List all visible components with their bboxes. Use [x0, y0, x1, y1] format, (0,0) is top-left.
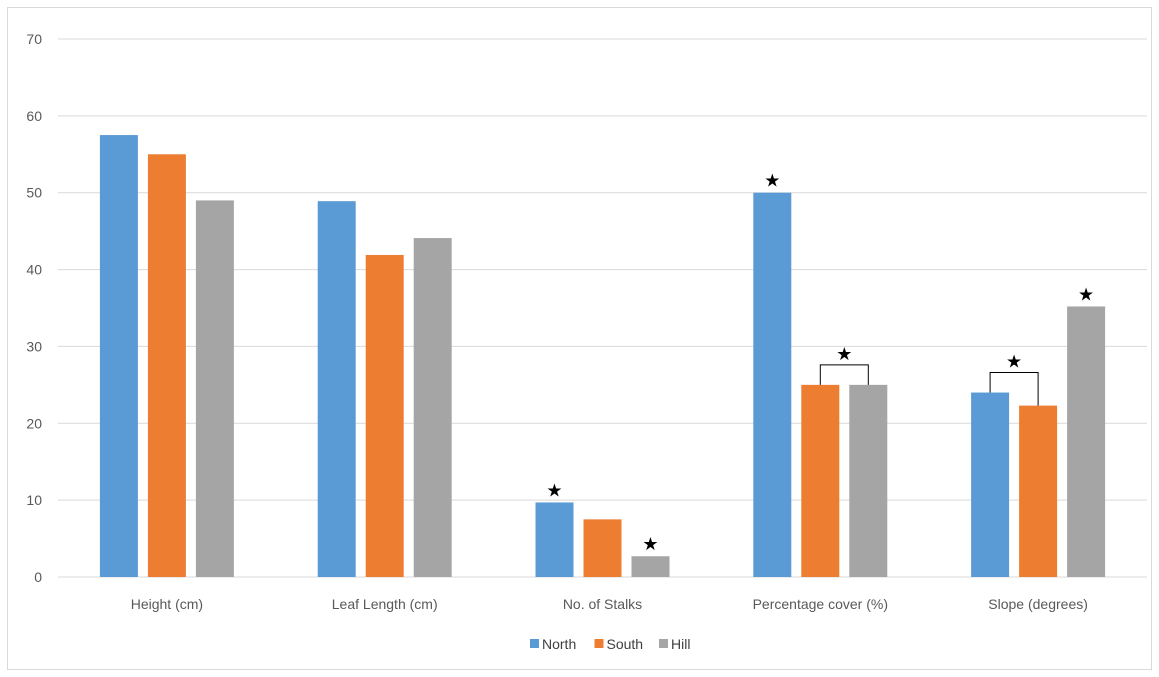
legend: North South Hill — [530, 636, 690, 652]
gridlines — [58, 38, 1147, 578]
bar-south — [801, 384, 840, 577]
bar-hill — [1067, 306, 1106, 577]
bar-hill — [631, 556, 670, 577]
y-tick-label: 50 — [26, 185, 42, 201]
bar-south — [365, 254, 404, 577]
significance-star: ★ — [764, 171, 780, 192]
bar-north — [99, 135, 138, 578]
y-tick-label: 10 — [26, 492, 42, 508]
y-tick-label: 20 — [26, 415, 42, 431]
bar-north — [535, 502, 574, 577]
significance-star: ★ — [1078, 284, 1094, 305]
significance-star: ★ — [642, 534, 658, 555]
significance-annotations: ★ ★ ★ ★ ★ ★ — [546, 171, 1094, 556]
legend-swatch-hill — [659, 639, 668, 648]
y-tick-label: 30 — [26, 338, 42, 354]
significance-bracket — [989, 372, 1039, 406]
y-tick-label: 40 — [26, 262, 42, 278]
bar-hill — [413, 238, 452, 577]
x-axis-categories: Height (cm) Leaf Length (cm) No. of Stalks… — [131, 596, 1088, 612]
legend-swatch-south — [594, 639, 604, 648]
x-category-label: Leaf Length (cm) — [332, 596, 438, 612]
bars — [99, 135, 1106, 578]
significance-bracket — [819, 364, 869, 385]
x-category-label: Height (cm) — [131, 596, 203, 612]
bar-north — [971, 392, 1010, 577]
x-category-label: Percentage cover (%) — [753, 596, 888, 612]
significance-star: ★ — [546, 480, 562, 501]
bar-hill — [849, 384, 888, 577]
significance-star: ★ — [1006, 352, 1022, 373]
bar-south — [1019, 405, 1058, 577]
y-tick-label: 60 — [26, 108, 42, 124]
y-tick-label: 0 — [34, 569, 42, 585]
y-tick-label: 70 — [26, 31, 42, 47]
bar-south — [583, 519, 622, 577]
bar-north — [317, 201, 356, 577]
x-category-label: Slope (degrees) — [988, 596, 1088, 612]
legend-swatch-north — [530, 639, 539, 648]
bar-hill — [195, 200, 234, 577]
legend-label-north: North — [542, 636, 576, 652]
x-category-label: No. of Stalks — [563, 596, 642, 612]
bar-north — [753, 192, 792, 577]
legend-label-hill: Hill — [671, 636, 690, 652]
legend-label-south: South — [607, 636, 644, 652]
y-axis-ticks: 0 10 20 30 40 50 60 70 — [26, 31, 42, 585]
significance-star: ★ — [836, 344, 852, 365]
bar-south — [147, 154, 186, 578]
